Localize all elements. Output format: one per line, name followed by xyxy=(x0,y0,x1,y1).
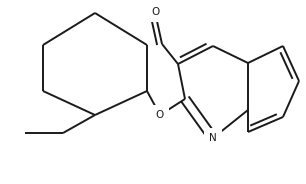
Text: N: N xyxy=(209,133,217,143)
Text: O: O xyxy=(151,7,159,17)
Text: O: O xyxy=(156,110,164,120)
